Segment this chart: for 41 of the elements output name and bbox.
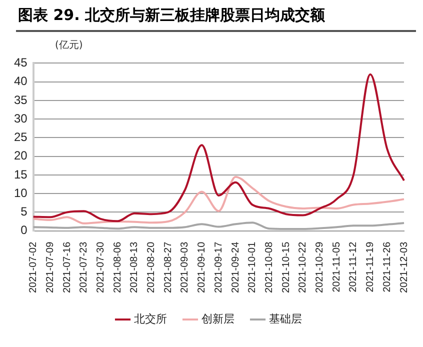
- x-tick-label: 2021-07-30: [95, 241, 106, 294]
- x-tick-label: 2021-07-09: [44, 241, 56, 294]
- x-tick-label: 2021-11-05: [331, 241, 342, 292]
- x-tick-label: 2021-07-02: [28, 241, 40, 294]
- x-tick-label: 2021-07-23: [78, 241, 90, 294]
- x-tick-label: 2021-11-12: [348, 241, 360, 292]
- x-tick-label: 2021-08-20: [146, 241, 158, 294]
- x-tick-label: 2021-08-06: [112, 241, 124, 294]
- y-tick-label: 30: [14, 111, 28, 126]
- x-tick-label: 2021-07-16: [62, 241, 73, 294]
- x-tick-label: 2021-10-22: [298, 241, 309, 294]
- y-tick-label: 0: [20, 223, 28, 238]
- legend-label: 北交所: [134, 312, 167, 326]
- y-tick-label: 15: [14, 167, 28, 182]
- line-series: [32, 176, 405, 224]
- y-tick-label: 35: [14, 92, 28, 107]
- x-tick-label: 2021-09-17: [213, 241, 224, 294]
- x-tick-label: 2021-08-27: [162, 241, 174, 294]
- x-tick-label: 2021-10-15: [280, 241, 292, 294]
- x-tick-label: 2021-11-26: [382, 241, 393, 292]
- x-tick-label: 2021-08-13: [129, 241, 140, 294]
- y-tick-label: 40: [14, 74, 28, 88]
- x-tick-label: 2021-09-10: [196, 241, 208, 294]
- y-tick-label: 25: [14, 130, 28, 144]
- line-series: [32, 73, 405, 222]
- x-tick-label: 2021-10-01: [247, 241, 258, 294]
- x-tick-label: 2021-10-08: [264, 241, 275, 294]
- y-tick-label: 10: [14, 186, 28, 200]
- x-tick-label: 2021-09-24: [230, 241, 242, 294]
- x-tick-label: 2021-09-03: [180, 241, 191, 294]
- legend-label: 创新层: [201, 312, 234, 326]
- y-axis-title: (亿元): [55, 39, 83, 52]
- line-series: [32, 222, 405, 230]
- chart-title: 图表 29. 北交所与新三板挂牌股票日均成交额: [18, 6, 326, 25]
- y-tick-label: 5: [20, 204, 28, 219]
- x-tick-label: 2021-11-19: [365, 241, 376, 292]
- legend-label: 基础层: [268, 312, 302, 326]
- x-tick-label: 2021-12-03: [398, 241, 410, 294]
- x-tick-label: 2021-10-29: [314, 241, 326, 294]
- y-tick-label: 20: [14, 148, 28, 163]
- y-tick-label: 45: [14, 56, 28, 70]
